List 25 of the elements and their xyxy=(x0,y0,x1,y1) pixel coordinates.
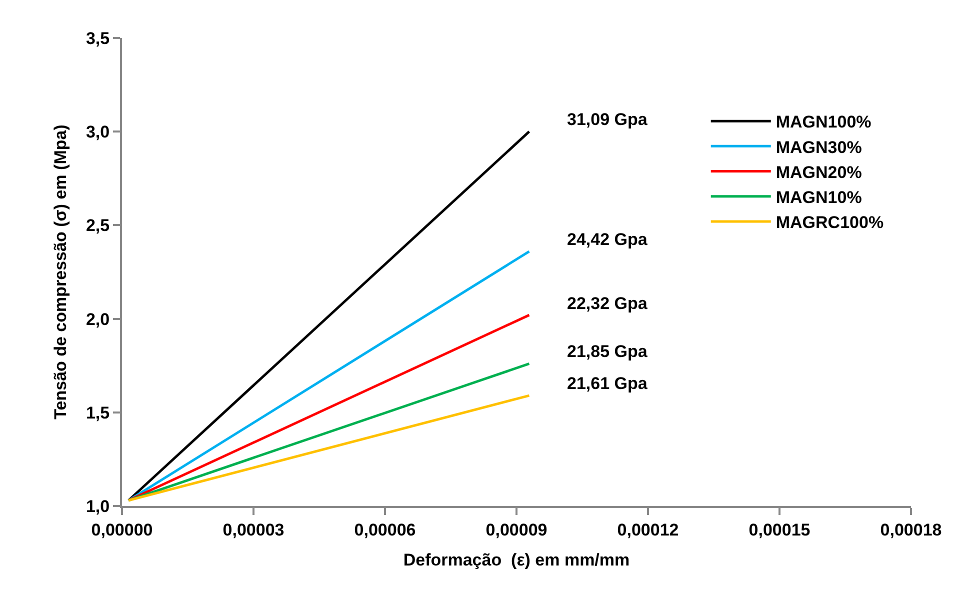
x-tick-label: 0,00018 xyxy=(880,520,942,540)
x-tick-label: 0,00012 xyxy=(617,520,679,540)
annotation: 24,42 Gpa xyxy=(567,230,648,249)
legend-label: MAGN20% xyxy=(776,162,862,182)
legend-label: MAGRC100% xyxy=(776,213,884,232)
legend-label: MAGN100% xyxy=(776,112,872,132)
annotation: 21,85 Gpa xyxy=(567,342,648,361)
annotation: 22,32 Gpa xyxy=(567,294,648,313)
x-tick-label: 0,00015 xyxy=(748,520,810,540)
legend-label: MAGN10% xyxy=(776,188,862,207)
annotation: 21,61 Gpa xyxy=(567,374,648,393)
y-tick-label: 1,5 xyxy=(86,403,110,422)
y-tick-label: 2,5 xyxy=(86,216,110,236)
legend-label: MAGN30% xyxy=(776,138,862,157)
y-tick-label: 1,0 xyxy=(86,496,110,516)
x-tick-label: 0,00009 xyxy=(486,520,548,540)
y-tick-label: 2,0 xyxy=(86,310,110,329)
y-tick-label: 3,0 xyxy=(86,122,110,142)
y-axis-title: Tensão de compressão (σ) em (Mpa) xyxy=(51,124,70,420)
x-tick-label: 0,00003 xyxy=(222,520,284,540)
y-tick-label: 3,5 xyxy=(86,28,110,48)
x-tick-label: 0,00006 xyxy=(354,520,416,540)
x-tick-label: 0,00000 xyxy=(91,520,153,540)
annotation: 31,09 Gpa xyxy=(567,110,648,129)
x-axis-title: Deformação (ε) em mm/mm xyxy=(403,550,630,570)
